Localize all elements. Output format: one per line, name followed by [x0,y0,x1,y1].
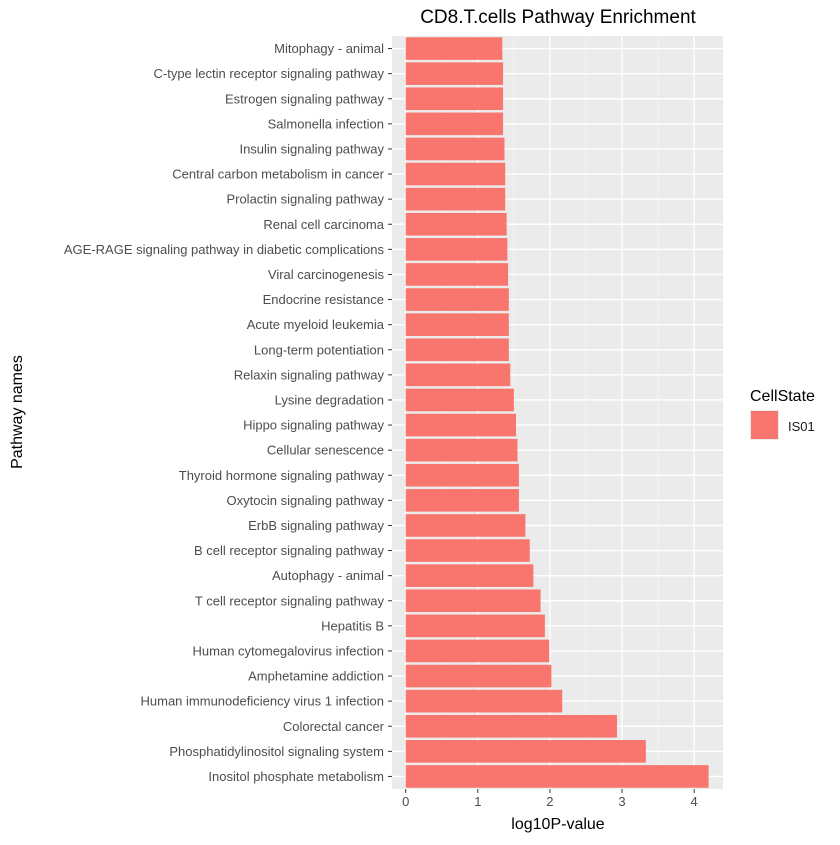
y-tick-label: Salmonella infection [268,116,384,131]
bar [405,689,563,713]
y-tick-label: Amphetamine addiction [248,669,384,684]
bar [405,87,504,111]
bar [405,112,504,136]
bar [405,313,509,336]
y-tick-label: Phosphatidylinositol signaling system [169,744,384,759]
y-tick-label: Central carbon metabolism in cancer [172,167,384,182]
x-tick-label: 0 [402,794,409,809]
y-tick-label: ErbB signaling pathway [248,518,384,533]
chart-title: CD8.T.cells Pathway Enrichment [420,7,696,28]
y-tick-label: Lysine degradation [275,392,384,407]
bar [405,438,518,462]
x-tick-label: 1 [474,794,481,809]
y-tick-label: Oxytocin signaling pathway [226,493,384,508]
x-tick-label: 3 [618,794,625,809]
y-tick-label: C-type lectin receptor signaling pathway [153,66,384,81]
y-tick-label: B cell receptor signaling pathway [194,543,385,558]
y-tick-label: Inositol phosphate metabolism [208,769,384,784]
bar [405,212,507,236]
y-tick-label: Insulin signaling pathway [239,141,384,156]
y-tick-label: Prolactin signaling pathway [226,192,384,207]
bar [405,614,545,638]
bar [405,463,519,487]
y-tick-label: Endocrine resistance [263,292,384,307]
y-tick-label: Human cytomegalovirus infection [193,643,384,658]
bar [405,740,646,763]
y-tick-label: Renal cell carcinoma [263,217,384,232]
y-tick-label: Estrogen signaling pathway [225,91,384,106]
bar [405,37,503,60]
bar [405,639,550,663]
y-axis-label: Pathway names [9,355,26,469]
panel-background [392,36,723,789]
bar [405,187,506,211]
bar [405,765,709,788]
y-tick-label: Cellular senescence [267,443,384,458]
y-tick-label: Human immunodeficiency virus 1 infection [141,694,385,709]
bar [405,589,541,613]
x-tick-label: 2 [546,794,553,809]
y-tick-label: T cell receptor signaling pathway [195,593,385,608]
y-tick-label: Acute myeloid leukemia [247,317,385,332]
y-tick-label: Autophagy - animal [272,568,384,583]
y-tick-label: Hepatitis B [321,618,384,633]
bar [405,664,552,688]
bar [405,388,514,412]
legend-key-is01 [751,411,778,439]
bar [405,263,509,286]
bar [405,413,517,437]
y-tick-label: Long-term potentiation [254,342,384,357]
bar [405,137,505,161]
bar [405,288,509,311]
y-tick-label: Mitophagy - animal [274,41,384,56]
y-tick-label: Hippo signaling pathway [243,418,384,433]
bar [405,714,617,738]
y-tick-label: Viral carcinogenesis [268,267,385,282]
x-axis-label: log10P-value [511,816,605,833]
bar [405,162,506,186]
x-tick-label: 4 [691,794,698,809]
bar [405,363,511,387]
bar [405,338,509,362]
y-tick-label: Colorectal cancer [283,719,385,734]
bar [405,564,534,587]
y-axis: Inositol phosphate metabolism Phosphatidy… [64,41,392,784]
bar [405,539,530,562]
y-tick-label: AGE-RAGE signaling pathway in diabetic c… [64,242,385,257]
plot-area [392,36,723,789]
bar [405,62,504,85]
x-axis: 0 1 2 3 4 [402,789,698,809]
y-tick-label: Relaxin signaling pathway [234,367,385,382]
bar [405,514,526,537]
bar [405,238,508,261]
bar [405,489,519,512]
legend-title: CellState [750,388,815,405]
y-tick-label: Thyroid hormone signaling pathway [179,468,385,483]
legend: CellState IS01 [750,388,815,440]
legend-label-is01: IS01 [788,419,815,434]
